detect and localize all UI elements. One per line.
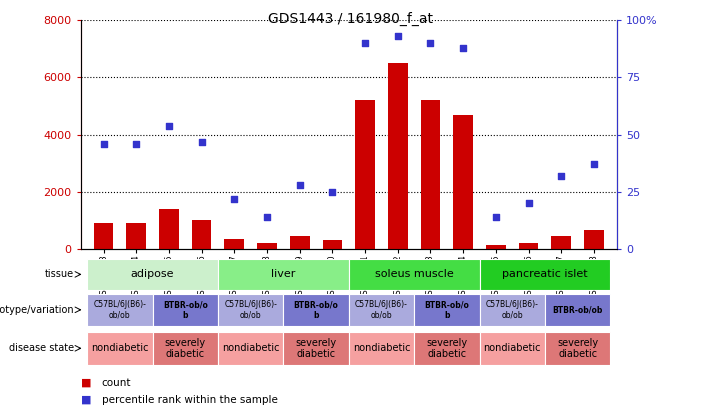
Text: severely
diabetic: severely diabetic (426, 337, 468, 359)
Point (588, 161, 599, 168)
Point (196, 138, 207, 145)
Point (523, 200, 534, 207)
Bar (584, 230, 604, 249)
Point (130, 141, 142, 147)
Point (425, 40, 436, 46)
Bar (479, 332, 545, 364)
Text: nondiabetic: nondiabetic (353, 343, 410, 353)
Bar (355, 100, 375, 249)
Bar (545, 332, 611, 364)
Bar (349, 332, 414, 364)
Bar (388, 63, 407, 249)
Point (294, 182, 306, 188)
Text: nondiabetic: nondiabetic (484, 343, 541, 353)
Point (261, 214, 273, 220)
Bar (322, 241, 342, 249)
Text: disease state: disease state (9, 343, 74, 353)
Text: C57BL/6J(B6)-
ob/ob: C57BL/6J(B6)- ob/ob (224, 300, 277, 320)
Bar (349, 294, 414, 326)
Bar (87, 332, 153, 364)
Text: ■: ■ (81, 378, 91, 388)
Text: GDS1443 / 161980_f_at: GDS1443 / 161980_f_at (268, 12, 433, 26)
Bar (218, 294, 283, 326)
Text: pancreatic islet: pancreatic islet (502, 269, 587, 279)
Bar (218, 332, 283, 364)
Point (490, 214, 501, 220)
Point (392, 33, 403, 40)
Bar (421, 100, 440, 249)
Text: C57BL/6J(B6)-
ob/ob: C57BL/6J(B6)- ob/ob (93, 300, 147, 320)
Bar (257, 243, 277, 249)
Bar (218, 259, 349, 290)
Bar (552, 236, 571, 249)
Bar (454, 115, 473, 249)
Bar (414, 294, 479, 326)
Point (163, 122, 175, 129)
Bar (290, 236, 310, 249)
Point (458, 45, 469, 51)
Bar (414, 332, 479, 364)
Bar (283, 332, 349, 364)
Text: BTBR-ob/o
b: BTBR-ob/o b (424, 300, 469, 320)
Bar (94, 223, 114, 249)
Text: severely
diabetic: severely diabetic (165, 337, 206, 359)
Bar (224, 239, 244, 249)
Text: percentile rank within the sample: percentile rank within the sample (102, 395, 278, 405)
Bar (126, 223, 146, 249)
Text: C57BL/6J(B6)-
ob/ob: C57BL/6J(B6)- ob/ob (355, 300, 408, 320)
Text: nondiabetic: nondiabetic (222, 343, 280, 353)
Text: tissue: tissue (45, 269, 74, 279)
Point (98, 141, 109, 147)
Point (327, 189, 338, 195)
Text: C57BL/6J(B6)-
ob/ob: C57BL/6J(B6)- ob/ob (486, 300, 538, 320)
Text: severely
diabetic: severely diabetic (296, 337, 336, 359)
Point (229, 196, 240, 202)
Bar (486, 245, 505, 249)
Bar (159, 209, 179, 249)
Point (556, 173, 567, 179)
Bar (192, 220, 212, 249)
Bar (479, 259, 611, 290)
Bar (349, 259, 479, 290)
Text: BTBR-ob/o
b: BTBR-ob/o b (294, 300, 339, 320)
Text: ■: ■ (81, 395, 91, 405)
Bar (283, 294, 349, 326)
Text: liver: liver (271, 269, 296, 279)
Text: BTBR-ob/o
b: BTBR-ob/o b (163, 300, 207, 320)
Text: count: count (102, 378, 131, 388)
Text: BTBR-ob/ob: BTBR-ob/ob (552, 305, 603, 314)
Text: adipose: adipose (131, 269, 175, 279)
Bar (545, 294, 611, 326)
Point (360, 40, 371, 46)
Text: soleus muscle: soleus muscle (375, 269, 454, 279)
Bar (153, 294, 218, 326)
Bar (153, 332, 218, 364)
Text: nondiabetic: nondiabetic (91, 343, 149, 353)
Bar (87, 294, 153, 326)
Bar (87, 259, 218, 290)
Bar (519, 243, 538, 249)
Text: genotype/variation: genotype/variation (0, 305, 74, 315)
Bar (479, 294, 545, 326)
Text: severely
diabetic: severely diabetic (557, 337, 598, 359)
